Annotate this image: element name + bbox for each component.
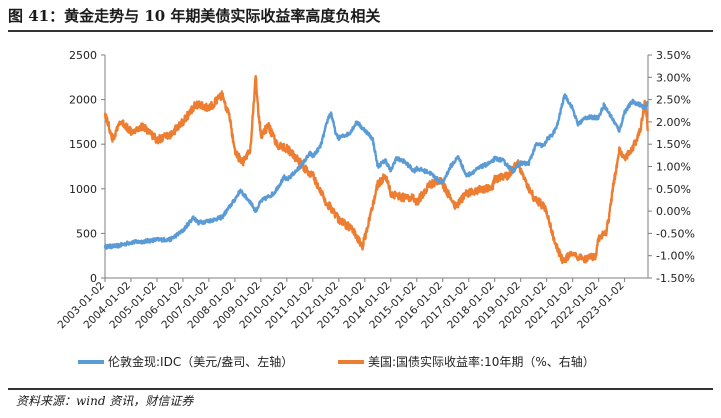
right-tick-label: 2.00%: [656, 116, 691, 129]
left-tick-label: 2500: [69, 49, 97, 62]
left-tick-label: 2000: [69, 94, 97, 107]
legend-gold-label: 伦敦金现:IDC（美元/盎司、左轴）: [108, 354, 293, 369]
right-tick-label: 1.50%: [656, 138, 691, 151]
source-note: 资料来源：wind 资讯，财信证券: [16, 394, 194, 408]
left-tick-label: 1500: [69, 138, 97, 151]
title-rule: [8, 30, 713, 32]
right-tick-label: 2.50%: [656, 94, 691, 107]
legend-yield-label: 美国:国债实际收益率:10年期（%、右轴）: [368, 354, 595, 369]
left-tick-label: 500: [76, 227, 97, 240]
left-tick-label: 0: [90, 272, 97, 285]
right-tick-label: 3.50%: [656, 49, 691, 62]
gold-price-line: [103, 93, 650, 250]
real-yield-line: [103, 75, 650, 265]
right-tick-label: 0.00%: [656, 205, 691, 218]
right-tick-label: -1.00%: [656, 250, 695, 263]
right-tick-label: -1.50%: [656, 272, 695, 285]
right-tick-label: 0.50%: [656, 183, 691, 196]
chart-title-row: 图 41：黄金走势与 10 年期美债实际收益率高度负相关: [8, 4, 713, 28]
right-tick-label: 3.00%: [656, 71, 691, 84]
chart-title: 图 41：黄金走势与 10 年期美债实际收益率高度负相关: [8, 7, 381, 25]
right-tick-label: -0.50%: [656, 227, 695, 240]
source-rule: [8, 388, 713, 390]
left-tick-label: 1000: [69, 183, 97, 196]
right-tick-label: 1.00%: [656, 161, 691, 174]
